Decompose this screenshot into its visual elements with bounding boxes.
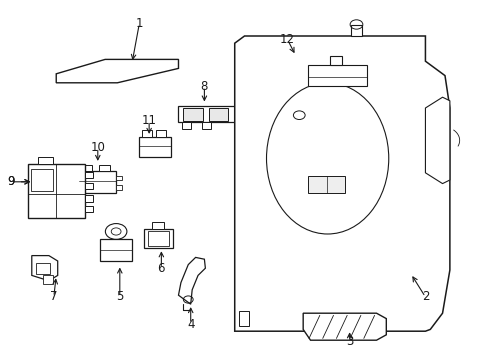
Bar bbox=[28, 164, 84, 218]
Bar bbox=[139, 137, 171, 157]
Bar bbox=[182, 122, 191, 129]
Bar bbox=[84, 206, 93, 212]
Bar bbox=[151, 222, 163, 229]
Bar bbox=[36, 263, 50, 274]
Bar bbox=[116, 176, 122, 180]
Bar bbox=[43, 275, 53, 284]
Bar bbox=[31, 169, 53, 191]
Text: 9: 9 bbox=[7, 175, 15, 188]
Polygon shape bbox=[425, 97, 449, 184]
Bar bbox=[116, 185, 122, 190]
Polygon shape bbox=[234, 36, 449, 331]
Text: 11: 11 bbox=[142, 114, 156, 127]
Bar bbox=[99, 165, 109, 171]
Text: 10: 10 bbox=[90, 141, 105, 154]
Bar bbox=[329, 56, 342, 65]
Text: 1: 1 bbox=[135, 17, 143, 30]
Polygon shape bbox=[285, 51, 331, 63]
Polygon shape bbox=[178, 257, 205, 304]
Bar bbox=[202, 122, 210, 129]
Text: 7: 7 bbox=[50, 291, 58, 303]
Bar bbox=[350, 25, 361, 36]
Bar bbox=[297, 54, 311, 61]
Text: 9: 9 bbox=[7, 175, 15, 188]
Bar bbox=[156, 130, 166, 137]
Bar bbox=[100, 239, 132, 261]
Bar bbox=[208, 108, 228, 121]
Bar bbox=[38, 157, 53, 164]
Bar bbox=[238, 311, 249, 326]
Text: 4: 4 bbox=[186, 318, 194, 330]
Bar bbox=[178, 106, 242, 122]
Bar bbox=[148, 231, 168, 246]
Text: 2: 2 bbox=[421, 291, 428, 303]
Polygon shape bbox=[303, 313, 386, 340]
Polygon shape bbox=[32, 256, 58, 281]
Text: 5: 5 bbox=[116, 291, 123, 303]
Bar bbox=[79, 171, 116, 193]
Bar bbox=[142, 130, 151, 137]
Bar bbox=[307, 176, 344, 193]
Text: 12: 12 bbox=[280, 33, 294, 46]
Bar bbox=[84, 195, 93, 202]
Bar bbox=[84, 172, 93, 178]
Bar bbox=[84, 183, 93, 189]
Bar bbox=[307, 65, 366, 86]
Text: 8: 8 bbox=[200, 80, 208, 93]
Text: 6: 6 bbox=[157, 262, 165, 275]
Bar bbox=[81, 165, 92, 171]
Text: 3: 3 bbox=[345, 335, 353, 348]
Bar bbox=[144, 229, 172, 248]
Polygon shape bbox=[56, 59, 178, 83]
Bar bbox=[183, 108, 203, 121]
